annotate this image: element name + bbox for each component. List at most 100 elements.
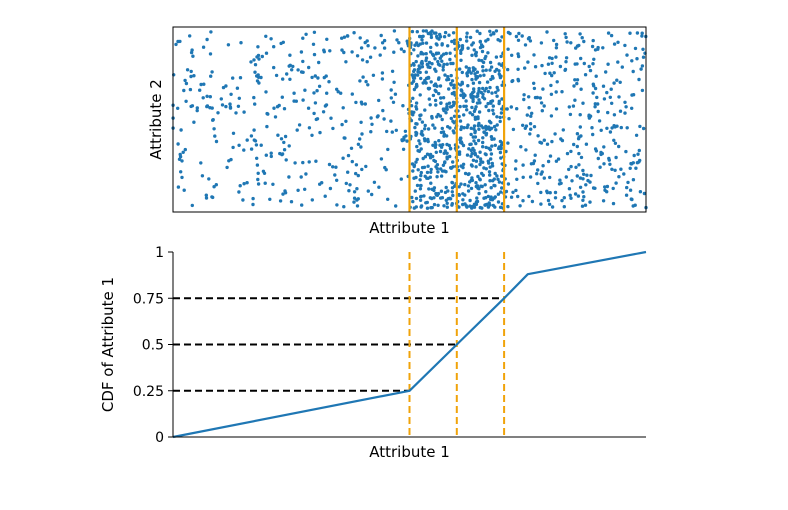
scatter-point [416,43,420,48]
scatter-point [415,122,419,126]
scatter-point [465,31,469,35]
scatter-point [553,132,557,136]
scatter-point [327,80,331,84]
scatter-point [430,116,434,120]
scatter-point [295,128,299,132]
scatter-point [532,53,536,57]
scatter-point [348,183,352,187]
scatter-point [460,46,465,50]
scatter-point [301,98,305,102]
scatter-point [514,34,519,39]
scatter-point [320,181,324,185]
scatter-point [297,123,302,127]
scatter-point [235,86,240,90]
scatter-point [242,110,246,114]
scatter-point [435,115,439,119]
scatter-point [213,134,217,138]
scatter-point [418,142,422,146]
scatter-point [473,72,477,76]
scatter-point [545,142,550,146]
scatter-point [523,126,527,130]
scatter-point [310,198,314,202]
scatter-point [432,196,436,200]
scatter-point [210,70,214,74]
scatter-point [311,42,316,46]
scatter-point [494,29,499,33]
scatter-point [495,174,499,178]
scatter-point [307,65,311,70]
scatter-point [586,178,590,183]
scatter-point [491,112,496,116]
scatter-point [346,170,350,174]
cdf-y-ticks: 0 0.25 0.5 0.75 1 [133,245,173,446]
scatter-point [574,165,578,169]
scatter-point [426,86,431,91]
scatter-point [516,67,520,72]
scatter-point [610,126,614,130]
scatter-point [420,129,424,134]
scatter-point [262,171,267,175]
scatter-point [256,53,261,58]
scatter-point [528,122,533,126]
scatter-point [188,87,193,92]
scatter-point [220,103,225,107]
scatter-point [563,32,567,36]
scatter-point [470,77,474,82]
scatter-point [429,80,433,84]
scatter-point [341,106,345,110]
scatter-point [613,141,618,145]
scatter-point [539,172,543,176]
scatter-point [195,106,199,110]
scatter-point [445,102,449,106]
scatter-point [409,104,414,108]
scatter-point [478,74,482,78]
scatter-point [484,124,488,129]
scatter-point [550,61,554,65]
scatter-point [289,200,294,204]
scatter-point [542,138,546,142]
scatter-point [632,153,636,158]
scatter-point [304,32,308,36]
scatter-point [477,80,482,85]
scatter-point [624,149,628,154]
scatter-point [478,39,482,44]
scatter-point [459,136,463,140]
scatter-point [438,35,443,39]
scatter-point [181,150,185,154]
scatter-point [177,157,182,161]
scatter-point [471,99,475,104]
scatter-point [488,173,492,177]
scatter-point [610,101,614,106]
scatter-point [255,163,260,167]
scatter-point [430,62,434,66]
scatter-point [612,138,616,142]
scatter-point [545,190,550,195]
scatter-point [449,61,453,66]
scatter-point [188,34,192,38]
scatter-point [296,188,300,192]
scatter-point [609,33,614,38]
scatter-point [549,83,553,88]
scatter-point [317,60,321,65]
scatter-point [451,193,455,198]
scatter-point [423,127,427,131]
scatter-point [432,202,437,207]
scatter-point [491,104,495,108]
scatter-point [628,188,633,192]
scatter-point [283,134,288,139]
scatter-point [358,79,362,83]
scatter-point [296,68,300,72]
scatter-point [239,41,243,45]
scatter-point [554,42,559,47]
scatter-point [495,67,499,72]
scatter-point [411,169,415,173]
scatter-point [469,178,473,183]
scatter-point [481,69,485,73]
scatter-point [459,49,463,53]
scatter-point [366,83,370,87]
scatter-point [328,49,332,53]
scatter-point [459,182,463,186]
scatter-point [578,125,582,129]
scatter-point [416,54,420,58]
scatter-point [312,91,316,95]
